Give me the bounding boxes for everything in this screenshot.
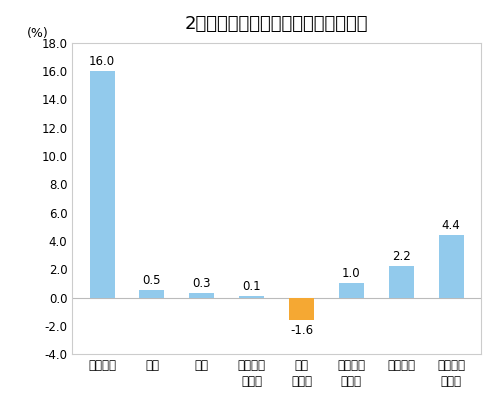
Text: 0.1: 0.1	[243, 280, 261, 293]
Bar	[438, 235, 464, 297]
Bar	[389, 266, 414, 297]
Text: 4.4: 4.4	[442, 219, 460, 232]
Bar	[189, 293, 214, 297]
Bar	[289, 297, 314, 320]
Bar	[139, 291, 164, 297]
Text: 16.0: 16.0	[89, 55, 115, 68]
Text: 2.2: 2.2	[392, 250, 411, 263]
Text: 1.0: 1.0	[342, 267, 361, 280]
Text: 0.3: 0.3	[192, 277, 211, 290]
Text: (%): (%)	[27, 27, 49, 40]
Bar	[339, 283, 364, 297]
Bar	[90, 71, 115, 297]
Text: 0.5: 0.5	[143, 274, 161, 287]
Text: -1.6: -1.6	[290, 324, 313, 337]
Bar	[239, 296, 264, 297]
Title: 2月份居民消费价格分类别同比涨跌幅: 2月份居民消费价格分类别同比涨跌幅	[185, 15, 369, 33]
